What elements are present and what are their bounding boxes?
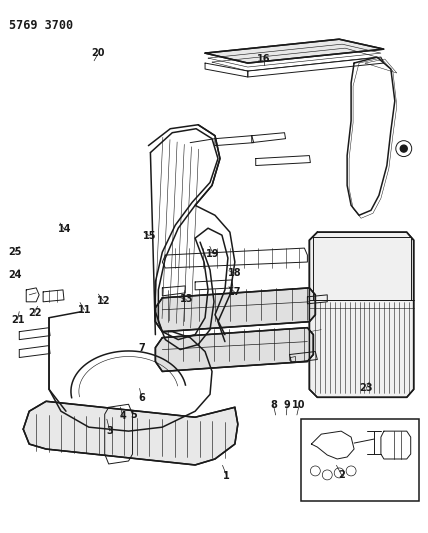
Text: 5: 5 xyxy=(130,410,137,420)
Polygon shape xyxy=(309,232,414,397)
Text: 21: 21 xyxy=(11,314,24,325)
Text: 7: 7 xyxy=(138,343,145,353)
Polygon shape xyxy=(23,401,238,465)
Text: 15: 15 xyxy=(143,231,156,241)
Text: 6: 6 xyxy=(138,393,145,403)
FancyBboxPatch shape xyxy=(301,419,419,501)
Text: 22: 22 xyxy=(28,308,42,318)
Text: 8: 8 xyxy=(270,400,277,410)
Text: 24: 24 xyxy=(8,270,22,280)
Text: 19: 19 xyxy=(206,249,220,259)
Text: 16: 16 xyxy=(257,54,271,63)
Text: 1: 1 xyxy=(223,471,230,481)
Text: 13: 13 xyxy=(180,294,193,304)
Text: 14: 14 xyxy=(58,224,71,235)
Text: 10: 10 xyxy=(292,400,306,410)
Circle shape xyxy=(400,145,407,152)
Text: 11: 11 xyxy=(77,305,91,315)
Polygon shape xyxy=(155,328,313,372)
Text: 9: 9 xyxy=(284,400,291,410)
Text: 23: 23 xyxy=(360,383,373,393)
Text: 12: 12 xyxy=(97,296,110,306)
Polygon shape xyxy=(205,39,384,63)
Text: 3: 3 xyxy=(107,426,113,436)
Text: 4: 4 xyxy=(119,411,126,421)
Polygon shape xyxy=(155,288,315,332)
Text: 18: 18 xyxy=(228,268,241,278)
Text: 20: 20 xyxy=(92,49,105,58)
Text: 2: 2 xyxy=(338,470,345,480)
Text: 25: 25 xyxy=(8,247,22,257)
Text: 17: 17 xyxy=(228,287,241,297)
Text: 5769 3700: 5769 3700 xyxy=(9,19,74,33)
